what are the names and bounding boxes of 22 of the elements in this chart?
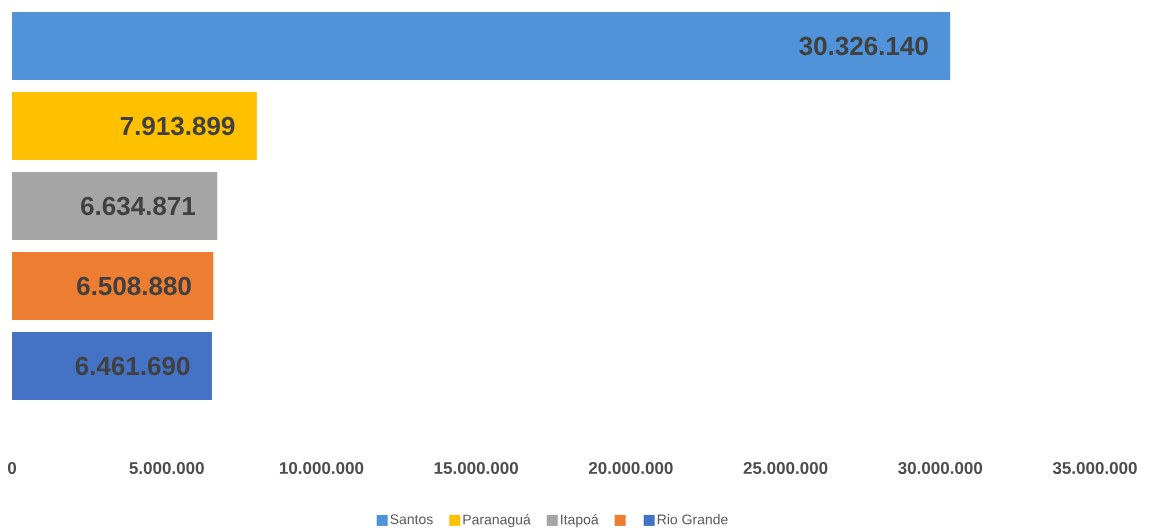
legend-label: Santos xyxy=(390,514,433,525)
legend-label: Itapoá xyxy=(561,514,599,528)
data-label: 7.913.899 xyxy=(120,116,235,136)
x-tick-label: 15.000.000 xyxy=(434,461,518,475)
x-tick-label: 35.000.000 xyxy=(1052,461,1137,475)
bar xyxy=(12,92,257,160)
bar xyxy=(12,172,218,240)
x-tick-label: 30.000.000 xyxy=(898,461,983,475)
x-tick-label: 25.000.000 xyxy=(743,461,828,475)
data-label: 30.326.140 xyxy=(799,36,928,56)
legend-label: Rio Grande xyxy=(657,514,728,525)
bar xyxy=(12,251,214,320)
bar xyxy=(12,331,212,400)
x-tick-label: 10.000.000 xyxy=(279,461,364,475)
data-label: 6.461.690 xyxy=(75,356,190,376)
x-tick-label: 5.000.000 xyxy=(129,461,204,475)
x-tick-label: 0 xyxy=(7,461,17,475)
bar xyxy=(12,12,951,80)
x-tick-label: 20.000.000 xyxy=(588,461,673,475)
data-label: 6.508.880 xyxy=(77,276,191,296)
data-label: 6.634.871 xyxy=(81,196,196,216)
legend-label: Paranaguá xyxy=(463,514,531,528)
